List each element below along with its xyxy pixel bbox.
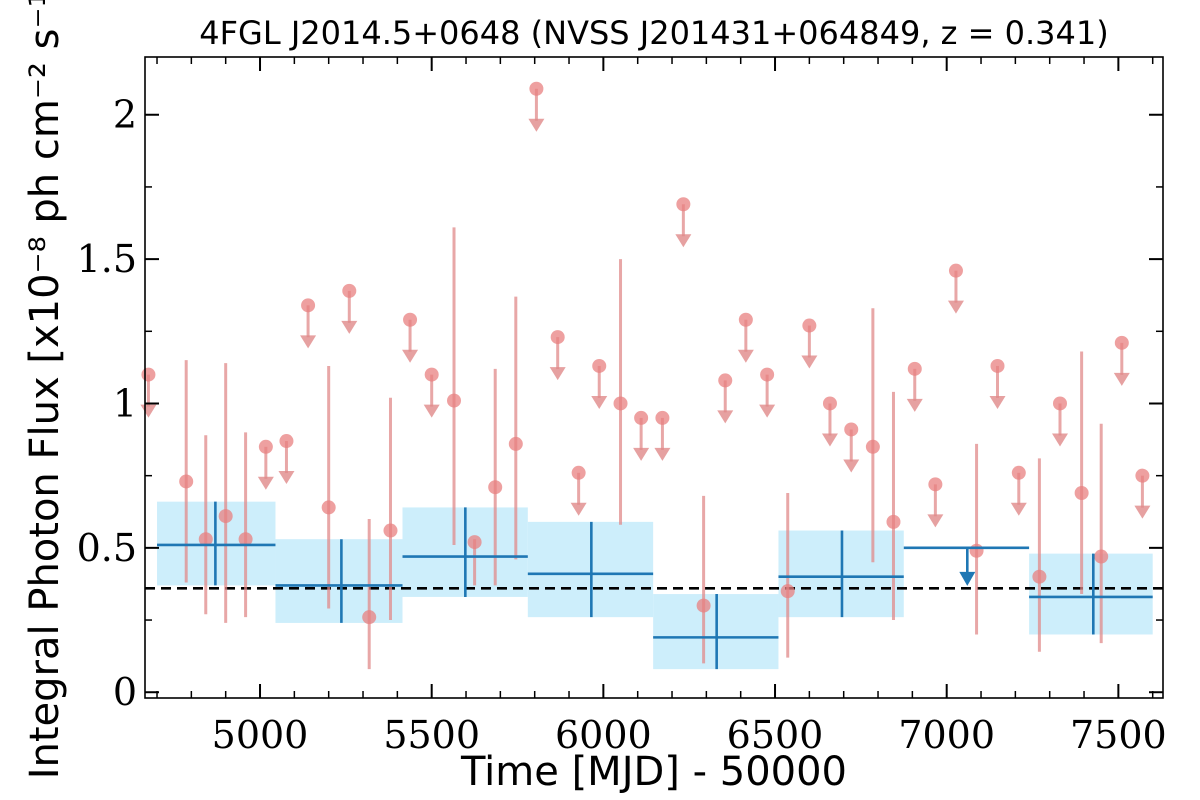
short-bin-upper-limit-arrow — [717, 410, 734, 424]
short-bin-upper-limit-arrow — [633, 447, 650, 461]
short-bin-upper-limit-point — [529, 81, 544, 96]
short-bin-upper-limit-arrow — [843, 459, 860, 473]
short-bin-upper-limit-point — [592, 358, 607, 373]
short-bin-upper-limit-point — [822, 396, 837, 411]
short-bin-upper-limit-point — [279, 434, 294, 449]
plot-frame — [144, 56, 1164, 699]
short-bin-upper-limit-point — [1135, 468, 1150, 483]
short-bin-upper-limit-arrow — [927, 514, 944, 528]
short-bin-point — [321, 500, 336, 515]
short-bin-upper-limit-point — [1052, 396, 1067, 411]
short-bin-point — [362, 610, 377, 625]
short-bin-upper-limit-point — [928, 477, 943, 492]
long-bin-band — [1029, 553, 1153, 635]
short-bin-upper-limit-arrow — [528, 118, 545, 132]
short-bin-upper-limit-point — [258, 439, 273, 454]
long-bin-upper-limit-arrow — [959, 571, 976, 586]
short-bin-upper-limit-arrow — [654, 447, 671, 461]
long-bin-band — [275, 539, 403, 623]
short-bin-point — [886, 514, 901, 529]
x-tick-label: 7000 — [898, 713, 995, 757]
short-bin-point — [1094, 549, 1109, 564]
short-bin-upper-limit-arrow — [570, 502, 587, 516]
short-bin-upper-limit-arrow — [947, 300, 964, 314]
short-bin-upper-limit-point — [802, 318, 817, 333]
short-bin-upper-limit-arrow — [759, 404, 776, 418]
short-bin-upper-limit-point — [571, 465, 586, 480]
short-bin-point — [218, 509, 233, 524]
short-bin-upper-limit-arrow — [278, 471, 295, 485]
short-bin-point — [780, 584, 795, 599]
short-bin-point — [613, 396, 628, 411]
short-bin-upper-limit-arrow — [423, 404, 440, 418]
short-bin-point — [696, 598, 711, 613]
short-bin-upper-limit-arrow — [402, 349, 419, 363]
y-axis-label: Integral Photon Flux [x10⁻⁸ ph cm⁻² s⁻¹] — [22, 0, 68, 779]
short-bin-upper-limit-arrow — [906, 398, 923, 412]
x-tick-label: 6500 — [727, 713, 824, 757]
short-bin-upper-limit-point — [301, 298, 316, 313]
short-bin-point — [383, 523, 398, 538]
x-axis-label: Time [MJD] - 50000 — [460, 749, 847, 795]
y-tick-label: 2 — [113, 93, 137, 137]
y-tick-label: 0.5 — [77, 526, 137, 570]
x-tick-label: 6000 — [555, 713, 652, 757]
short-bin-upper-limit-point — [990, 358, 1005, 373]
x-tick-label: 5000 — [212, 713, 309, 757]
short-bin-upper-limit-arrow — [1051, 433, 1068, 447]
chart-title: 4FGL J2014.5+0648 (NVSS J201431+064849, … — [199, 14, 1108, 52]
short-bin-upper-limit-point — [718, 373, 733, 388]
short-bin-upper-limit-point — [760, 367, 775, 382]
short-bin-point — [179, 474, 194, 489]
short-bin-upper-limit-arrow — [1113, 372, 1130, 386]
short-bin-point — [198, 532, 213, 547]
short-bin-upper-limit-point — [738, 312, 753, 327]
x-tick-label: 5500 — [383, 713, 480, 757]
axis-ticks: 5000 5500 6000 6500 7000 7500 0 0.5 1 1.5 2 — [77, 57, 1167, 757]
y-tick-label: 1.5 — [77, 237, 137, 281]
short-bin-point — [865, 439, 880, 454]
short-bin-upper-limit-point — [907, 361, 922, 376]
short-bin-upper-limit-arrow — [257, 476, 274, 490]
short-bin-point — [1032, 569, 1047, 584]
short-bin-point — [969, 543, 984, 558]
short-bin-point — [1074, 485, 1089, 500]
short-bin-point — [238, 532, 253, 547]
short-bin-upper-limit-arrow — [801, 355, 818, 369]
short-bin-upper-limit-arrow — [1010, 502, 1027, 516]
short-bin-series — [140, 81, 1151, 670]
short-bin-point — [488, 480, 503, 495]
short-bin-upper-limit-arrow — [591, 395, 608, 409]
long-bin-series — [157, 501, 1153, 670]
short-bin-upper-limit-arrow — [300, 335, 317, 349]
short-bin-upper-limit-point — [424, 367, 439, 382]
y-tick-label: 0 — [113, 670, 137, 714]
short-bin-upper-limit-point — [634, 410, 649, 425]
short-bin-upper-limit-point — [141, 367, 156, 382]
short-bin-upper-limit-point — [1114, 335, 1129, 350]
short-bin-point — [508, 436, 523, 451]
short-bin-point — [467, 535, 482, 550]
short-bin-upper-limit-point — [550, 330, 565, 345]
short-bin-upper-limit-point — [342, 283, 357, 298]
x-tick-label: 7500 — [1070, 713, 1167, 757]
short-bin-upper-limit-point — [1011, 465, 1026, 480]
short-bin-upper-limit-arrow — [549, 367, 566, 381]
short-bin-upper-limit-point — [844, 422, 859, 437]
short-bin-upper-limit-point — [676, 197, 691, 212]
y-tick-label: 1 — [113, 381, 137, 425]
short-bin-point — [447, 393, 462, 408]
short-bin-upper-limit-arrow — [737, 349, 754, 363]
short-bin-upper-limit-arrow — [821, 433, 838, 447]
short-bin-upper-limit-arrow — [1134, 505, 1151, 519]
short-bin-upper-limit-arrow — [675, 234, 692, 248]
short-bin-upper-limit-arrow — [341, 320, 358, 334]
short-bin-upper-limit-point — [655, 410, 670, 425]
short-bin-upper-limit-point — [403, 312, 418, 327]
short-bin-upper-limit-arrow — [989, 395, 1006, 409]
short-bin-upper-limit-point — [948, 263, 963, 278]
